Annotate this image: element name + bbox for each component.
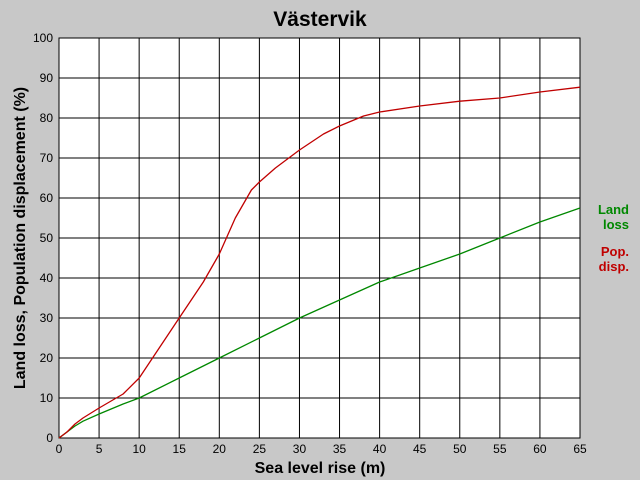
y-tick-label: 10 — [40, 391, 54, 405]
x-tick-label: 10 — [132, 442, 146, 456]
x-tick-label: 15 — [173, 442, 187, 456]
x-tick-label: 60 — [533, 442, 547, 456]
y-tick-label: 60 — [40, 191, 54, 205]
x-tick-label: 30 — [293, 442, 307, 456]
y-tick-label: 100 — [33, 31, 53, 45]
y-tick-label: 70 — [40, 151, 54, 165]
y-tick-label: 0 — [46, 431, 53, 445]
x-tick-label: 5 — [96, 442, 103, 456]
x-tick-label: 20 — [213, 442, 227, 456]
y-tick-label: 90 — [40, 71, 54, 85]
x-axis-label: Sea level rise (m) — [255, 460, 386, 477]
x-tick-label: 25 — [253, 442, 267, 456]
x-tick-label: 50 — [453, 442, 467, 456]
y-tick-label: 30 — [40, 311, 54, 325]
x-tick-label: 65 — [573, 442, 587, 456]
x-tick-label: 55 — [493, 442, 507, 456]
legend-entry-pop-disp: disp. — [599, 259, 629, 274]
y-tick-label: 80 — [40, 111, 54, 125]
series-line-pop-disp — [58, 86, 581, 439]
legend-entry-pop-disp: Pop. — [601, 244, 629, 259]
x-tick-label: 45 — [413, 442, 427, 456]
y-axis-label: Land loss, Population displacement (%) — [12, 87, 29, 389]
y-tick-label: 20 — [40, 351, 54, 365]
legend-entry-land-loss: Land — [598, 202, 629, 217]
series-lines — [58, 86, 581, 439]
legend-entry-land-loss: loss — [603, 217, 629, 232]
grid — [58, 37, 581, 439]
x-tick-label: 35 — [333, 442, 347, 456]
y-tick-label: 50 — [40, 231, 54, 245]
chart-title: Västervik — [273, 8, 367, 31]
tick-labels: 0 5 10 15 20 25 30 35 40 45 50 55 60 65 0 10 20 30 40 50 60 7… — [33, 31, 587, 456]
y-tick-label: 40 — [40, 271, 54, 285]
x-tick-label: 0 — [56, 442, 63, 456]
series-line-land-loss — [58, 207, 581, 439]
x-tick-label: 40 — [373, 442, 387, 456]
